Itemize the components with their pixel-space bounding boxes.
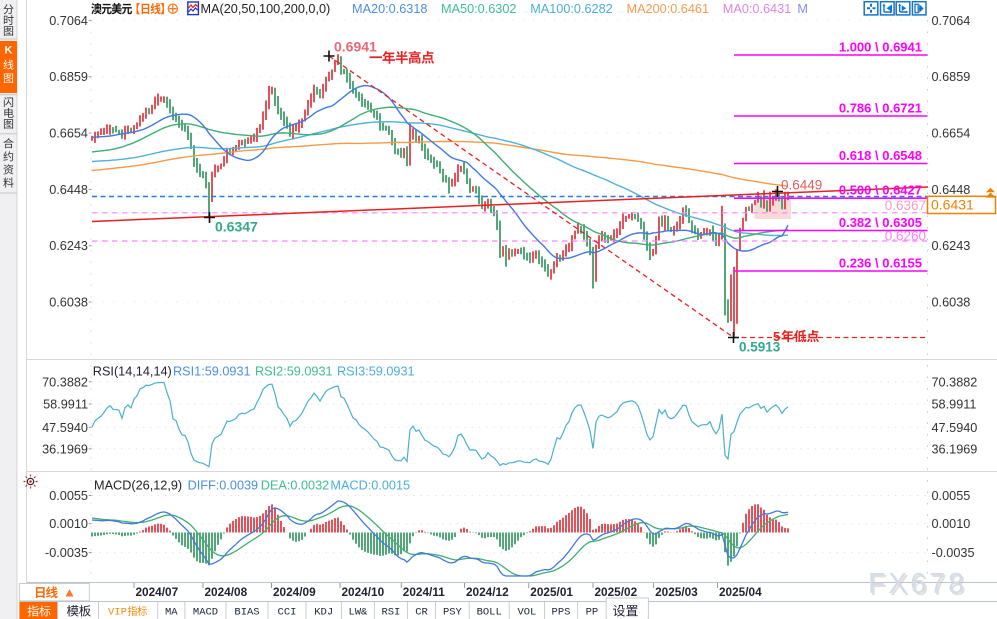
svg-text:CCI: CCI: [278, 607, 297, 619]
svg-text:VOL: VOL: [517, 607, 536, 619]
svg-text:2024/08: 2024/08: [205, 585, 248, 599]
svg-text:0.6654: 0.6654: [932, 127, 971, 141]
svg-text:2024/09: 2024/09: [273, 585, 316, 599]
svg-text:VIP: VIP: [108, 607, 127, 619]
svg-text:MA200:0.6461: MA200:0.6461: [627, 2, 710, 16]
svg-text:0.6859: 0.6859: [932, 70, 971, 84]
svg-text:0.6038: 0.6038: [49, 296, 88, 310]
svg-text:PP: PP: [586, 607, 599, 619]
svg-text:DIFF:0.0039: DIFF:0.0039: [188, 479, 259, 493]
svg-text:RSI3:59.0931: RSI3:59.0931: [337, 365, 415, 379]
svg-text:BOLL: BOLL: [477, 607, 502, 619]
svg-text:RSI2:59.0931: RSI2:59.0931: [255, 365, 333, 379]
svg-text:PPS: PPS: [552, 607, 571, 619]
svg-text:2025/01: 2025/01: [530, 585, 573, 599]
svg-text:FX678: FX678: [870, 570, 969, 602]
svg-text:0.6243: 0.6243: [49, 239, 88, 253]
svg-text:0.6448: 0.6448: [49, 183, 88, 197]
svg-text:RSI(14,14,14): RSI(14,14,14): [93, 365, 172, 379]
svg-text:0.0010: 0.0010: [932, 517, 971, 531]
svg-text:2025/04: 2025/04: [719, 585, 762, 599]
svg-text:RSI: RSI: [381, 607, 400, 619]
svg-text:0.6431: 0.6431: [931, 197, 974, 213]
svg-text:0.6941: 0.6941: [334, 39, 377, 55]
svg-text:MA100:0.6282: MA100:0.6282: [530, 2, 613, 16]
svg-text:58.9911: 58.9911: [932, 398, 977, 412]
svg-text:LW&: LW&: [348, 607, 368, 619]
svg-text:RSI1:59.0931: RSI1:59.0931: [173, 365, 251, 379]
svg-text:DEA:0.0032: DEA:0.0032: [261, 479, 329, 493]
svg-text:-0.0035: -0.0035: [932, 546, 975, 560]
svg-text:MACD(26,12,9): MACD(26,12,9): [94, 479, 182, 493]
svg-text:2025/02: 2025/02: [595, 585, 638, 599]
svg-text:0.6260: 0.6260: [885, 229, 926, 244]
svg-text:0.6347: 0.6347: [215, 219, 258, 235]
svg-text:KDJ: KDJ: [314, 607, 333, 619]
svg-text:1.000 \ 0.6941: 1.000 \ 0.6941: [839, 40, 922, 55]
svg-text:47.5940: 47.5940: [932, 421, 978, 435]
svg-text:0.0055: 0.0055: [932, 489, 971, 503]
svg-text:0.5913: 0.5913: [739, 340, 781, 355]
svg-text:0.6654: 0.6654: [49, 127, 88, 141]
svg-text:MACD:0.0015: MACD:0.0015: [330, 479, 410, 493]
svg-text:58.9911: 58.9911: [43, 398, 88, 412]
svg-text:K: K: [5, 45, 13, 57]
svg-text:0.6449: 0.6449: [781, 178, 822, 193]
svg-text:36.1969: 36.1969: [932, 442, 978, 456]
svg-text:0.6038: 0.6038: [932, 296, 971, 310]
svg-text:47.5940: 47.5940: [42, 421, 88, 435]
svg-text:MA0:0.6431: MA0:0.6431: [723, 2, 791, 16]
svg-text:70.3882: 70.3882: [932, 375, 978, 389]
svg-text:MA(20,50,100,200,0,0): MA(20,50,100,200,0,0): [201, 2, 331, 16]
svg-text:0.236 \ 0.6155: 0.236 \ 0.6155: [839, 256, 922, 271]
svg-text:BIAS: BIAS: [234, 607, 259, 619]
svg-text:MA20:0.6318: MA20:0.6318: [352, 2, 427, 16]
svg-text:0.6448: 0.6448: [932, 183, 971, 197]
svg-text:CR: CR: [415, 607, 428, 619]
svg-text:2024/11: 2024/11: [403, 585, 445, 599]
svg-text:0.6243: 0.6243: [932, 239, 971, 253]
svg-text:PSY: PSY: [443, 607, 463, 619]
svg-text:36.1969: 36.1969: [42, 442, 88, 456]
svg-text:M: M: [797, 2, 808, 16]
svg-text:0.0055: 0.0055: [49, 489, 88, 503]
svg-text:-0.0035: -0.0035: [45, 546, 88, 560]
svg-text:0.382 \ 0.6305: 0.382 \ 0.6305: [839, 215, 922, 230]
svg-text:0.618 \ 0.6548: 0.618 \ 0.6548: [839, 148, 922, 163]
svg-text:5: 5: [773, 329, 780, 344]
svg-text:0.6367: 0.6367: [885, 198, 926, 213]
svg-text:MACD: MACD: [193, 607, 218, 619]
svg-text:0.0010: 0.0010: [49, 517, 88, 531]
svg-text:MA: MA: [165, 607, 178, 619]
svg-text:0.500 \ 0.6427: 0.500 \ 0.6427: [839, 183, 922, 198]
svg-text:MA50:0.6302: MA50:0.6302: [441, 2, 516, 16]
svg-text:2024/10: 2024/10: [342, 585, 385, 599]
svg-text:2025/03: 2025/03: [655, 585, 698, 599]
svg-text:0.6859: 0.6859: [49, 70, 88, 84]
svg-text:70.3882: 70.3882: [42, 375, 88, 389]
svg-text:FX678: FX678: [868, 568, 967, 600]
svg-text:2024/12: 2024/12: [466, 585, 509, 599]
svg-text:2024/07: 2024/07: [136, 585, 179, 599]
svg-text:0.7064: 0.7064: [932, 14, 971, 28]
svg-text:0.786 \ 0.6721: 0.786 \ 0.6721: [839, 101, 922, 116]
svg-text:0.7064: 0.7064: [49, 14, 88, 28]
